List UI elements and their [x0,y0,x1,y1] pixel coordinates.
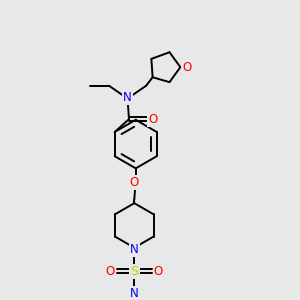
Text: N: N [130,287,139,300]
Text: O: O [182,61,191,74]
Text: N: N [123,91,132,103]
Text: O: O [106,265,115,278]
Text: O: O [130,176,139,189]
Text: O: O [154,265,163,278]
Text: N: N [130,243,139,256]
Text: O: O [148,112,157,126]
Text: S: S [130,265,139,278]
